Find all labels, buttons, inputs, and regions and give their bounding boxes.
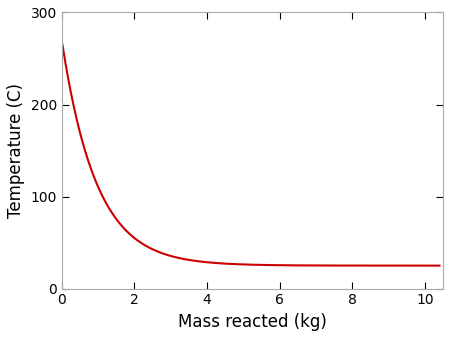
X-axis label: Mass reacted (kg): Mass reacted (kg) [178, 313, 327, 331]
Y-axis label: Temperature (C): Temperature (C) [7, 83, 25, 218]
